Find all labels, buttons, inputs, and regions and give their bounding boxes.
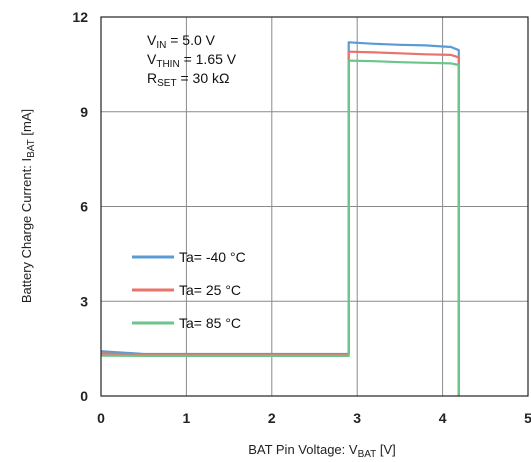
x-tick-label: 3	[353, 410, 361, 426]
annotation-line: VIN = 5.0 V	[147, 32, 216, 51]
y-tick-labels: 0 3 6 9 12	[72, 9, 88, 404]
legend-label: Ta= 85 °C	[179, 315, 241, 331]
legend-label: Ta= -40 °C	[179, 249, 246, 265]
y-axis-label: Battery Charge Current: IBAT [mA]	[19, 109, 37, 303]
x-tick-label: 4	[439, 410, 447, 426]
x-tick-label: 5	[524, 410, 531, 426]
y-tick-label: 3	[80, 293, 88, 309]
x-tick-label: 2	[268, 410, 276, 426]
grid-lines	[101, 17, 528, 396]
x-tick-label: 1	[183, 410, 191, 426]
annotation-line: RSET = 30 kΩ	[147, 70, 229, 89]
x-tick-label: 0	[97, 410, 105, 426]
y-tick-label: 9	[80, 104, 88, 120]
annotation-line: VTHIN = 1.65 V	[147, 51, 237, 70]
series-line-3	[100, 59, 460, 396]
legend: Ta= -40 °C Ta= 25 °C Ta= 85 °C	[132, 249, 246, 331]
legend-label: Ta= 25 °C	[179, 282, 241, 298]
y-tick-label: 12	[72, 9, 88, 25]
y-tick-label: 0	[80, 388, 88, 404]
x-tick-labels: 0 1 2 3 4 5	[97, 410, 531, 426]
plot-frame	[100, 16, 529, 397]
x-axis-label: BAT Pin Voltage: VBAT [V]	[248, 442, 396, 460]
y-tick-label: 6	[80, 199, 88, 215]
series-layer	[100, 41, 460, 396]
